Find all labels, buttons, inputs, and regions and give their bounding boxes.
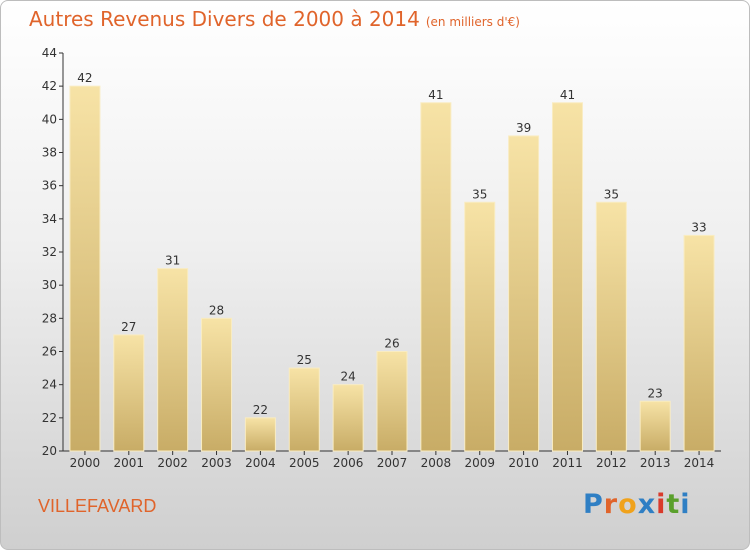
bar-2002 bbox=[157, 268, 189, 452]
x-tick-label-2012: 2012 bbox=[596, 456, 627, 470]
logo-letter: i bbox=[656, 489, 667, 520]
logo-letter: t bbox=[666, 489, 681, 520]
bar-2004 bbox=[244, 417, 276, 452]
bar-2001 bbox=[113, 334, 145, 452]
x-tick-label-2002: 2002 bbox=[157, 456, 188, 470]
bar-2011 bbox=[551, 102, 583, 452]
bar-2000 bbox=[69, 85, 101, 452]
data-label-2002: 31 bbox=[165, 254, 180, 268]
y-tick-label: 22 bbox=[42, 411, 57, 425]
data-label-2003: 28 bbox=[209, 303, 224, 317]
logo-letter: o bbox=[618, 489, 638, 520]
bar-2014 bbox=[683, 234, 715, 452]
bar-2007 bbox=[376, 351, 408, 452]
proxiti-logo: Proxiti bbox=[583, 489, 691, 520]
x-tick-label-2000: 2000 bbox=[70, 456, 101, 470]
data-label-2012: 35 bbox=[604, 187, 619, 201]
bar-2005 bbox=[288, 367, 320, 452]
logo-letter: r bbox=[603, 489, 619, 520]
y-tick-label: 20 bbox=[42, 444, 57, 458]
data-label-2001: 27 bbox=[121, 320, 136, 334]
bar-2010 bbox=[508, 135, 540, 452]
logo-letter: i bbox=[680, 489, 691, 520]
y-tick-label: 38 bbox=[42, 146, 57, 160]
x-tick-label-2008: 2008 bbox=[421, 456, 452, 470]
data-label-2010: 39 bbox=[516, 121, 531, 135]
data-label-2006: 24 bbox=[340, 370, 355, 384]
x-tick-label-2007: 2007 bbox=[377, 456, 408, 470]
chart-unit: (en milliers d'€) bbox=[425, 15, 520, 29]
bar-2013 bbox=[639, 400, 671, 452]
data-label-2013: 23 bbox=[648, 386, 663, 400]
chart-title: Autres Revenus Divers de 2000 à 2014 (en … bbox=[29, 7, 520, 31]
y-tick-label: 28 bbox=[42, 311, 57, 325]
place-name: VILLEFAVARD bbox=[38, 496, 157, 516]
x-tick-label-2009: 2009 bbox=[464, 456, 495, 470]
data-label-2004: 22 bbox=[253, 403, 268, 417]
bar-2006 bbox=[332, 384, 364, 452]
y-tick-label: 24 bbox=[42, 378, 57, 392]
chart-title-text: Autres Revenus Divers de 2000 à 2014 bbox=[29, 7, 420, 31]
x-tick-label-2001: 2001 bbox=[114, 456, 145, 470]
data-label-2011: 41 bbox=[560, 88, 575, 102]
x-tick-label-2013: 2013 bbox=[640, 456, 671, 470]
x-tick-label-2006: 2006 bbox=[333, 456, 364, 470]
logo-letter: P bbox=[583, 489, 604, 520]
y-tick-label: 34 bbox=[42, 212, 57, 226]
data-label-2007: 26 bbox=[384, 337, 399, 351]
x-tick-label-2014: 2014 bbox=[684, 456, 715, 470]
y-tick-label: 30 bbox=[42, 278, 57, 292]
y-tick-label: 44 bbox=[42, 46, 57, 60]
y-tick-label: 26 bbox=[42, 345, 57, 359]
x-tick-label-2010: 2010 bbox=[508, 456, 539, 470]
x-tick-label-2003: 2003 bbox=[201, 456, 232, 470]
y-tick-label: 40 bbox=[42, 112, 57, 126]
data-label-2014: 33 bbox=[691, 220, 706, 234]
y-tick-label: 36 bbox=[42, 179, 57, 193]
data-label-2009: 35 bbox=[472, 187, 487, 201]
x-tick-label-2011: 2011 bbox=[552, 456, 583, 470]
data-label-2008: 41 bbox=[428, 88, 443, 102]
y-tick-label: 42 bbox=[42, 79, 57, 93]
x-tick-label-2004: 2004 bbox=[245, 456, 276, 470]
x-tick-label-2005: 2005 bbox=[289, 456, 320, 470]
logo-letter: x bbox=[637, 489, 657, 520]
bar-2008 bbox=[420, 102, 452, 452]
data-label-2000: 42 bbox=[77, 71, 92, 85]
bar-2012 bbox=[595, 201, 627, 452]
bar-2003 bbox=[201, 317, 233, 452]
y-tick-label: 32 bbox=[42, 245, 57, 259]
data-label-2005: 25 bbox=[297, 353, 312, 367]
bar-2009 bbox=[464, 201, 496, 452]
